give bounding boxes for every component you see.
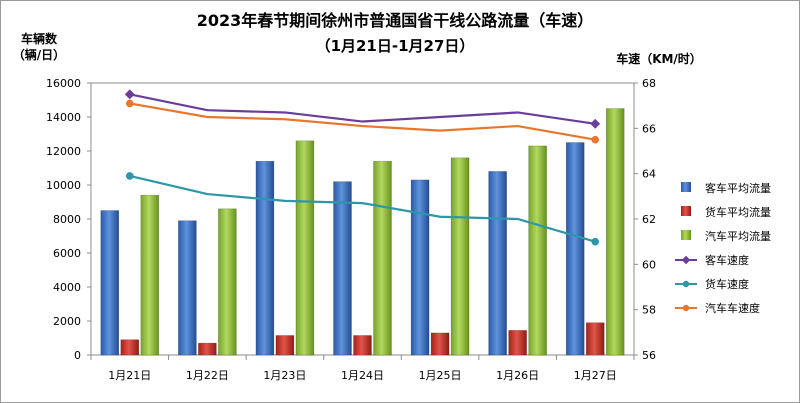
line-point (590, 118, 601, 129)
x-tick-label: 1月25日 (419, 369, 462, 382)
bar (275, 335, 295, 356)
chart-title: 2023年春节期间徐州市普通国省干线公路流量（车速） (197, 11, 594, 30)
x-tick-label: 1月23日 (263, 369, 306, 382)
bar (373, 160, 392, 356)
bar (430, 332, 450, 356)
bar (198, 342, 217, 356)
y2-tick-label: 64 (642, 168, 656, 181)
line-point (125, 172, 134, 180)
legend-marker (681, 255, 691, 265)
bar (450, 157, 470, 356)
bar (410, 179, 430, 356)
bar (528, 145, 547, 356)
bar (488, 171, 507, 356)
chart-subtitle: （1月21日-1月27日） (316, 37, 475, 55)
x-tick-label: 1月24日 (341, 369, 384, 382)
x-tick-label: 1月21日 (108, 369, 151, 382)
bar (100, 210, 120, 356)
x-tick-label: 1月27日 (574, 369, 617, 382)
legend-marker (682, 280, 690, 288)
y-tick-label: 12000 (46, 145, 81, 158)
line-point (125, 99, 134, 108)
legend-label: 客车平均流量 (705, 181, 771, 195)
bar (120, 339, 140, 356)
bar (178, 220, 197, 356)
line-point (124, 89, 135, 100)
y2-axis-label: 车速（KM/时） (616, 51, 702, 66)
y-tick-label: 4000 (53, 281, 81, 294)
legend-label: 汽车车速度 (705, 301, 760, 315)
legend-marker (682, 304, 690, 312)
series-line (129, 102, 596, 141)
bar (218, 208, 237, 356)
bar (353, 335, 372, 356)
series-line (129, 93, 596, 125)
bar (295, 140, 315, 356)
y-axis-label-line1: 车辆数 (21, 31, 58, 46)
y-tick-label: 0 (74, 349, 81, 362)
y-tick-label: 16000 (46, 77, 81, 90)
legend-label: 汽车平均流量 (705, 229, 771, 243)
line-point (591, 135, 600, 144)
bar (585, 322, 605, 356)
x-tick-label: 1月26日 (496, 369, 539, 382)
bar (605, 108, 625, 356)
bar (255, 160, 275, 356)
legend-swatch (681, 206, 691, 216)
bar (565, 142, 585, 356)
y-tick-label: 6000 (53, 247, 81, 260)
bar (333, 181, 352, 356)
legend-label: 货车平均流量 (705, 205, 771, 219)
plot-border (90, 82, 635, 356)
y-tick-label: 2000 (53, 315, 81, 328)
line-point (591, 237, 600, 246)
y2-tick-label: 66 (642, 122, 656, 135)
y2-tick-label: 56 (642, 349, 656, 362)
x-tick-label: 1月22日 (186, 369, 229, 382)
y2-tick-label: 60 (642, 258, 656, 271)
y-tick-label: 8000 (53, 213, 81, 226)
legend-swatch (681, 182, 691, 192)
y2-tick-label: 58 (642, 304, 656, 317)
y-axis-label-line2: （辆/日） (13, 47, 65, 62)
bar (508, 330, 527, 356)
legend-swatch (681, 230, 691, 240)
y2-tick-label: 68 (642, 77, 656, 90)
y2-tick-label: 62 (642, 213, 656, 226)
legend-label: 货车速度 (705, 277, 749, 291)
plot-area: 0 2000 4000 6000 8000 10000 12000 14000 16000 56 5… (46, 77, 656, 382)
bar (140, 194, 160, 356)
series-line (129, 174, 596, 243)
y-tick-label: 14000 (46, 111, 81, 124)
legend-label: 客车速度 (705, 253, 749, 267)
y-tick-label: 10000 (46, 179, 81, 192)
